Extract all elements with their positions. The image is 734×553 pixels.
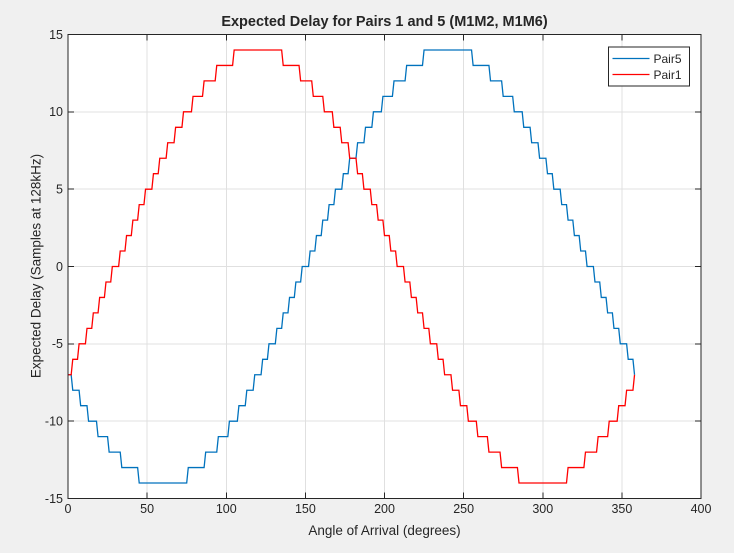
series-line-pair1 — [68, 49, 636, 484]
y-tick-label-15: 15 — [49, 28, 63, 42]
y-axis-label: Expected Delay (Samples at 128kHz) — [29, 154, 44, 378]
data-series — [68, 49, 636, 484]
x-tick-label-200: 200 — [374, 502, 395, 516]
x-tick-label-50: 50 — [140, 502, 154, 516]
x-tick-label-250: 250 — [453, 502, 474, 516]
legend-label-pair1: Pair1 — [654, 68, 682, 82]
y-tick-label--10: -10 — [45, 414, 63, 428]
x-tick-label-100: 100 — [216, 502, 237, 516]
x-tick-label-350: 350 — [611, 502, 632, 516]
y-tick-label--15: -15 — [45, 492, 63, 506]
legend-box — [608, 46, 690, 87]
x-axis-label: Angle of Arrival (degrees) — [308, 523, 460, 538]
y-tick-label-0: 0 — [56, 260, 63, 274]
x-tick-label-300: 300 — [532, 502, 553, 516]
legend-label-pair5: Pair5 — [654, 52, 682, 66]
chart-title: Expected Delay for Pairs 1 and 5 (M1M2, … — [221, 14, 548, 30]
legend: Pair5 Pair1 — [608, 46, 690, 87]
y-tick-label-5: 5 — [56, 182, 63, 196]
y-tick-label-10: 10 — [49, 105, 63, 119]
y-tick-labels: -15 -10 -5 0 5 10 15 — [45, 28, 63, 506]
x-tick-label-150: 150 — [295, 502, 316, 516]
x-tick-labels: 0 50 100 150 200 250 300 350 400 — [65, 502, 712, 516]
tick-marks — [67, 34, 702, 499]
y-tick-label--5: -5 — [52, 337, 63, 351]
x-tick-label-400: 400 — [691, 502, 712, 516]
x-tick-label-0: 0 — [65, 502, 72, 516]
